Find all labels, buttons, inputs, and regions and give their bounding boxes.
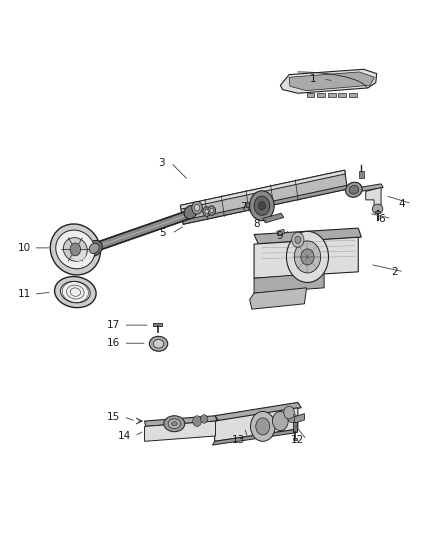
Ellipse shape xyxy=(74,251,86,261)
Ellipse shape xyxy=(346,182,362,197)
Text: 16: 16 xyxy=(107,338,120,348)
Text: 2: 2 xyxy=(391,267,398,277)
Text: 4: 4 xyxy=(399,199,406,208)
Circle shape xyxy=(70,243,81,256)
Polygon shape xyxy=(215,408,298,441)
Circle shape xyxy=(256,418,270,435)
Circle shape xyxy=(286,231,328,282)
Polygon shape xyxy=(349,93,357,97)
Polygon shape xyxy=(289,72,374,91)
Text: 15: 15 xyxy=(107,412,120,422)
Ellipse shape xyxy=(153,340,164,348)
Polygon shape xyxy=(180,170,345,209)
Polygon shape xyxy=(358,184,383,191)
Circle shape xyxy=(194,205,200,211)
Circle shape xyxy=(284,406,294,419)
Polygon shape xyxy=(254,237,358,278)
Circle shape xyxy=(295,236,301,244)
Text: 12: 12 xyxy=(290,435,304,445)
Polygon shape xyxy=(375,211,380,213)
Circle shape xyxy=(201,415,208,423)
Circle shape xyxy=(210,208,213,213)
Text: 7: 7 xyxy=(240,202,247,212)
Polygon shape xyxy=(145,416,217,426)
Polygon shape xyxy=(215,402,301,421)
Text: 13: 13 xyxy=(232,435,245,445)
Polygon shape xyxy=(145,421,215,441)
Polygon shape xyxy=(359,171,364,178)
Ellipse shape xyxy=(50,224,100,275)
Ellipse shape xyxy=(372,204,383,214)
Polygon shape xyxy=(91,211,189,253)
Ellipse shape xyxy=(64,238,87,261)
Text: 9: 9 xyxy=(276,231,283,240)
Ellipse shape xyxy=(184,206,197,219)
Polygon shape xyxy=(366,188,381,207)
Polygon shape xyxy=(317,93,325,97)
Polygon shape xyxy=(293,438,297,440)
Ellipse shape xyxy=(60,281,90,303)
Text: 1: 1 xyxy=(310,74,317,84)
Polygon shape xyxy=(294,414,304,423)
Text: 14: 14 xyxy=(118,431,131,441)
Polygon shape xyxy=(254,228,361,244)
Polygon shape xyxy=(328,93,336,97)
Ellipse shape xyxy=(164,416,185,432)
Ellipse shape xyxy=(349,185,359,194)
Text: 11: 11 xyxy=(18,289,31,299)
Polygon shape xyxy=(180,170,347,224)
Ellipse shape xyxy=(149,336,168,351)
Polygon shape xyxy=(245,199,263,208)
Text: 3: 3 xyxy=(158,158,165,167)
Circle shape xyxy=(258,201,265,210)
Circle shape xyxy=(193,416,201,426)
Polygon shape xyxy=(250,288,307,309)
Circle shape xyxy=(292,232,304,247)
Ellipse shape xyxy=(171,422,177,426)
Polygon shape xyxy=(277,229,285,236)
Circle shape xyxy=(294,241,321,273)
Ellipse shape xyxy=(55,277,96,308)
Ellipse shape xyxy=(86,240,102,256)
Circle shape xyxy=(251,411,275,441)
Polygon shape xyxy=(338,93,346,97)
Text: 6: 6 xyxy=(378,214,385,223)
Polygon shape xyxy=(307,93,314,97)
Polygon shape xyxy=(293,422,297,432)
Polygon shape xyxy=(153,323,162,326)
Ellipse shape xyxy=(168,419,180,429)
Polygon shape xyxy=(183,185,347,224)
Ellipse shape xyxy=(56,230,95,269)
Circle shape xyxy=(203,207,211,216)
Ellipse shape xyxy=(288,414,297,423)
Ellipse shape xyxy=(89,244,99,253)
Text: 10: 10 xyxy=(18,243,31,253)
Circle shape xyxy=(205,209,208,214)
Text: 17: 17 xyxy=(107,320,120,330)
Circle shape xyxy=(254,196,270,215)
Polygon shape xyxy=(254,273,324,293)
Circle shape xyxy=(272,411,288,431)
Polygon shape xyxy=(212,429,298,445)
Circle shape xyxy=(192,201,202,214)
Text: 8: 8 xyxy=(253,219,260,229)
Text: 5: 5 xyxy=(159,229,166,238)
Circle shape xyxy=(250,191,274,221)
Polygon shape xyxy=(280,69,377,93)
Polygon shape xyxy=(263,213,284,223)
Circle shape xyxy=(208,206,215,215)
Circle shape xyxy=(301,249,314,265)
